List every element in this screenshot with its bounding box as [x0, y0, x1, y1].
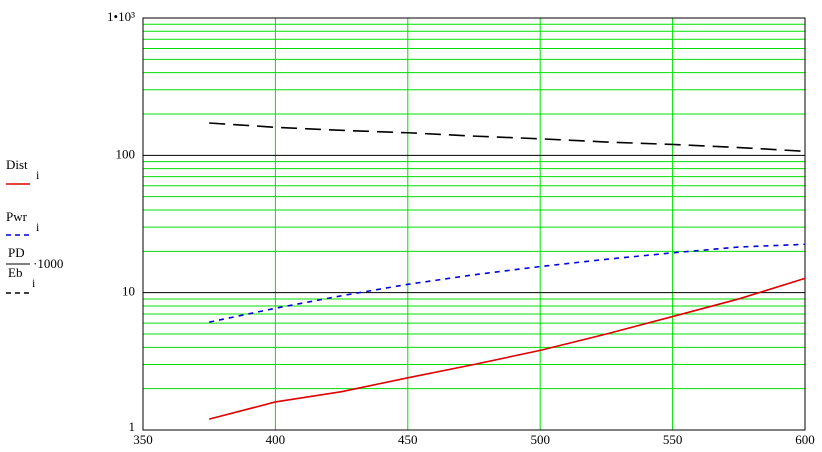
- page: {"chart_data": { "type": "line", "log_y"…: [0, 0, 822, 452]
- legend-numerator: PD: [8, 245, 25, 260]
- legend-denominator: Eb: [8, 265, 22, 280]
- plot-frame: [143, 18, 805, 430]
- y-tick-label: 1: [129, 419, 136, 434]
- legend: Dist i Pwr i PD Eb i ·1000: [6, 157, 63, 290]
- legend-factor: ·1000: [33, 256, 63, 271]
- x-tick-label: 400: [266, 432, 286, 447]
- y-tick-label: 100: [116, 146, 136, 161]
- y-tick-label: 10: [122, 284, 135, 299]
- series-line: [209, 278, 805, 419]
- series-line: [209, 244, 805, 322]
- x-tick-label: 350: [133, 432, 153, 447]
- x-tick-label: 450: [398, 432, 418, 447]
- series-line: [209, 123, 805, 151]
- x-tick-label: 550: [663, 432, 683, 447]
- x-tick-label: 500: [530, 432, 550, 447]
- x-tick-label: 600: [795, 432, 815, 447]
- y-tick-label: 1•10³: [107, 9, 135, 24]
- legend-label: Dist: [6, 157, 28, 172]
- legend-subscript: i: [36, 220, 40, 234]
- chart: Dist i Pwr i PD Eb i ·1000 350 400 450 500 5…: [0, 0, 822, 452]
- legend-label: Pwr: [6, 209, 28, 224]
- legend-subscript: i: [36, 168, 40, 182]
- legend-subscript: i: [32, 276, 36, 290]
